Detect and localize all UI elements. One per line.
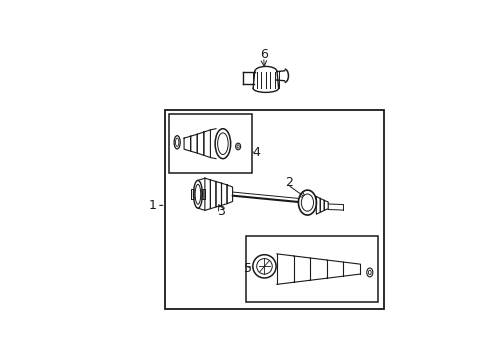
Text: 5: 5 — [244, 262, 251, 275]
Text: 2: 2 — [285, 176, 293, 189]
Text: 6: 6 — [259, 48, 267, 61]
Circle shape — [256, 258, 272, 274]
Ellipse shape — [366, 268, 372, 277]
Ellipse shape — [367, 270, 370, 275]
Text: 1: 1 — [149, 199, 157, 212]
Ellipse shape — [174, 136, 180, 149]
Ellipse shape — [193, 180, 202, 208]
Text: 4: 4 — [252, 146, 260, 159]
Ellipse shape — [217, 133, 228, 154]
Ellipse shape — [195, 184, 200, 204]
Text: 3: 3 — [216, 205, 224, 218]
Bar — [191, 189, 204, 199]
Ellipse shape — [175, 138, 179, 147]
Bar — [164, 110, 383, 309]
Ellipse shape — [237, 145, 239, 148]
Ellipse shape — [215, 129, 230, 159]
Ellipse shape — [235, 143, 240, 150]
Ellipse shape — [301, 194, 313, 211]
Circle shape — [252, 255, 276, 278]
Bar — [246, 236, 377, 302]
Ellipse shape — [298, 190, 316, 215]
Bar — [168, 114, 251, 174]
